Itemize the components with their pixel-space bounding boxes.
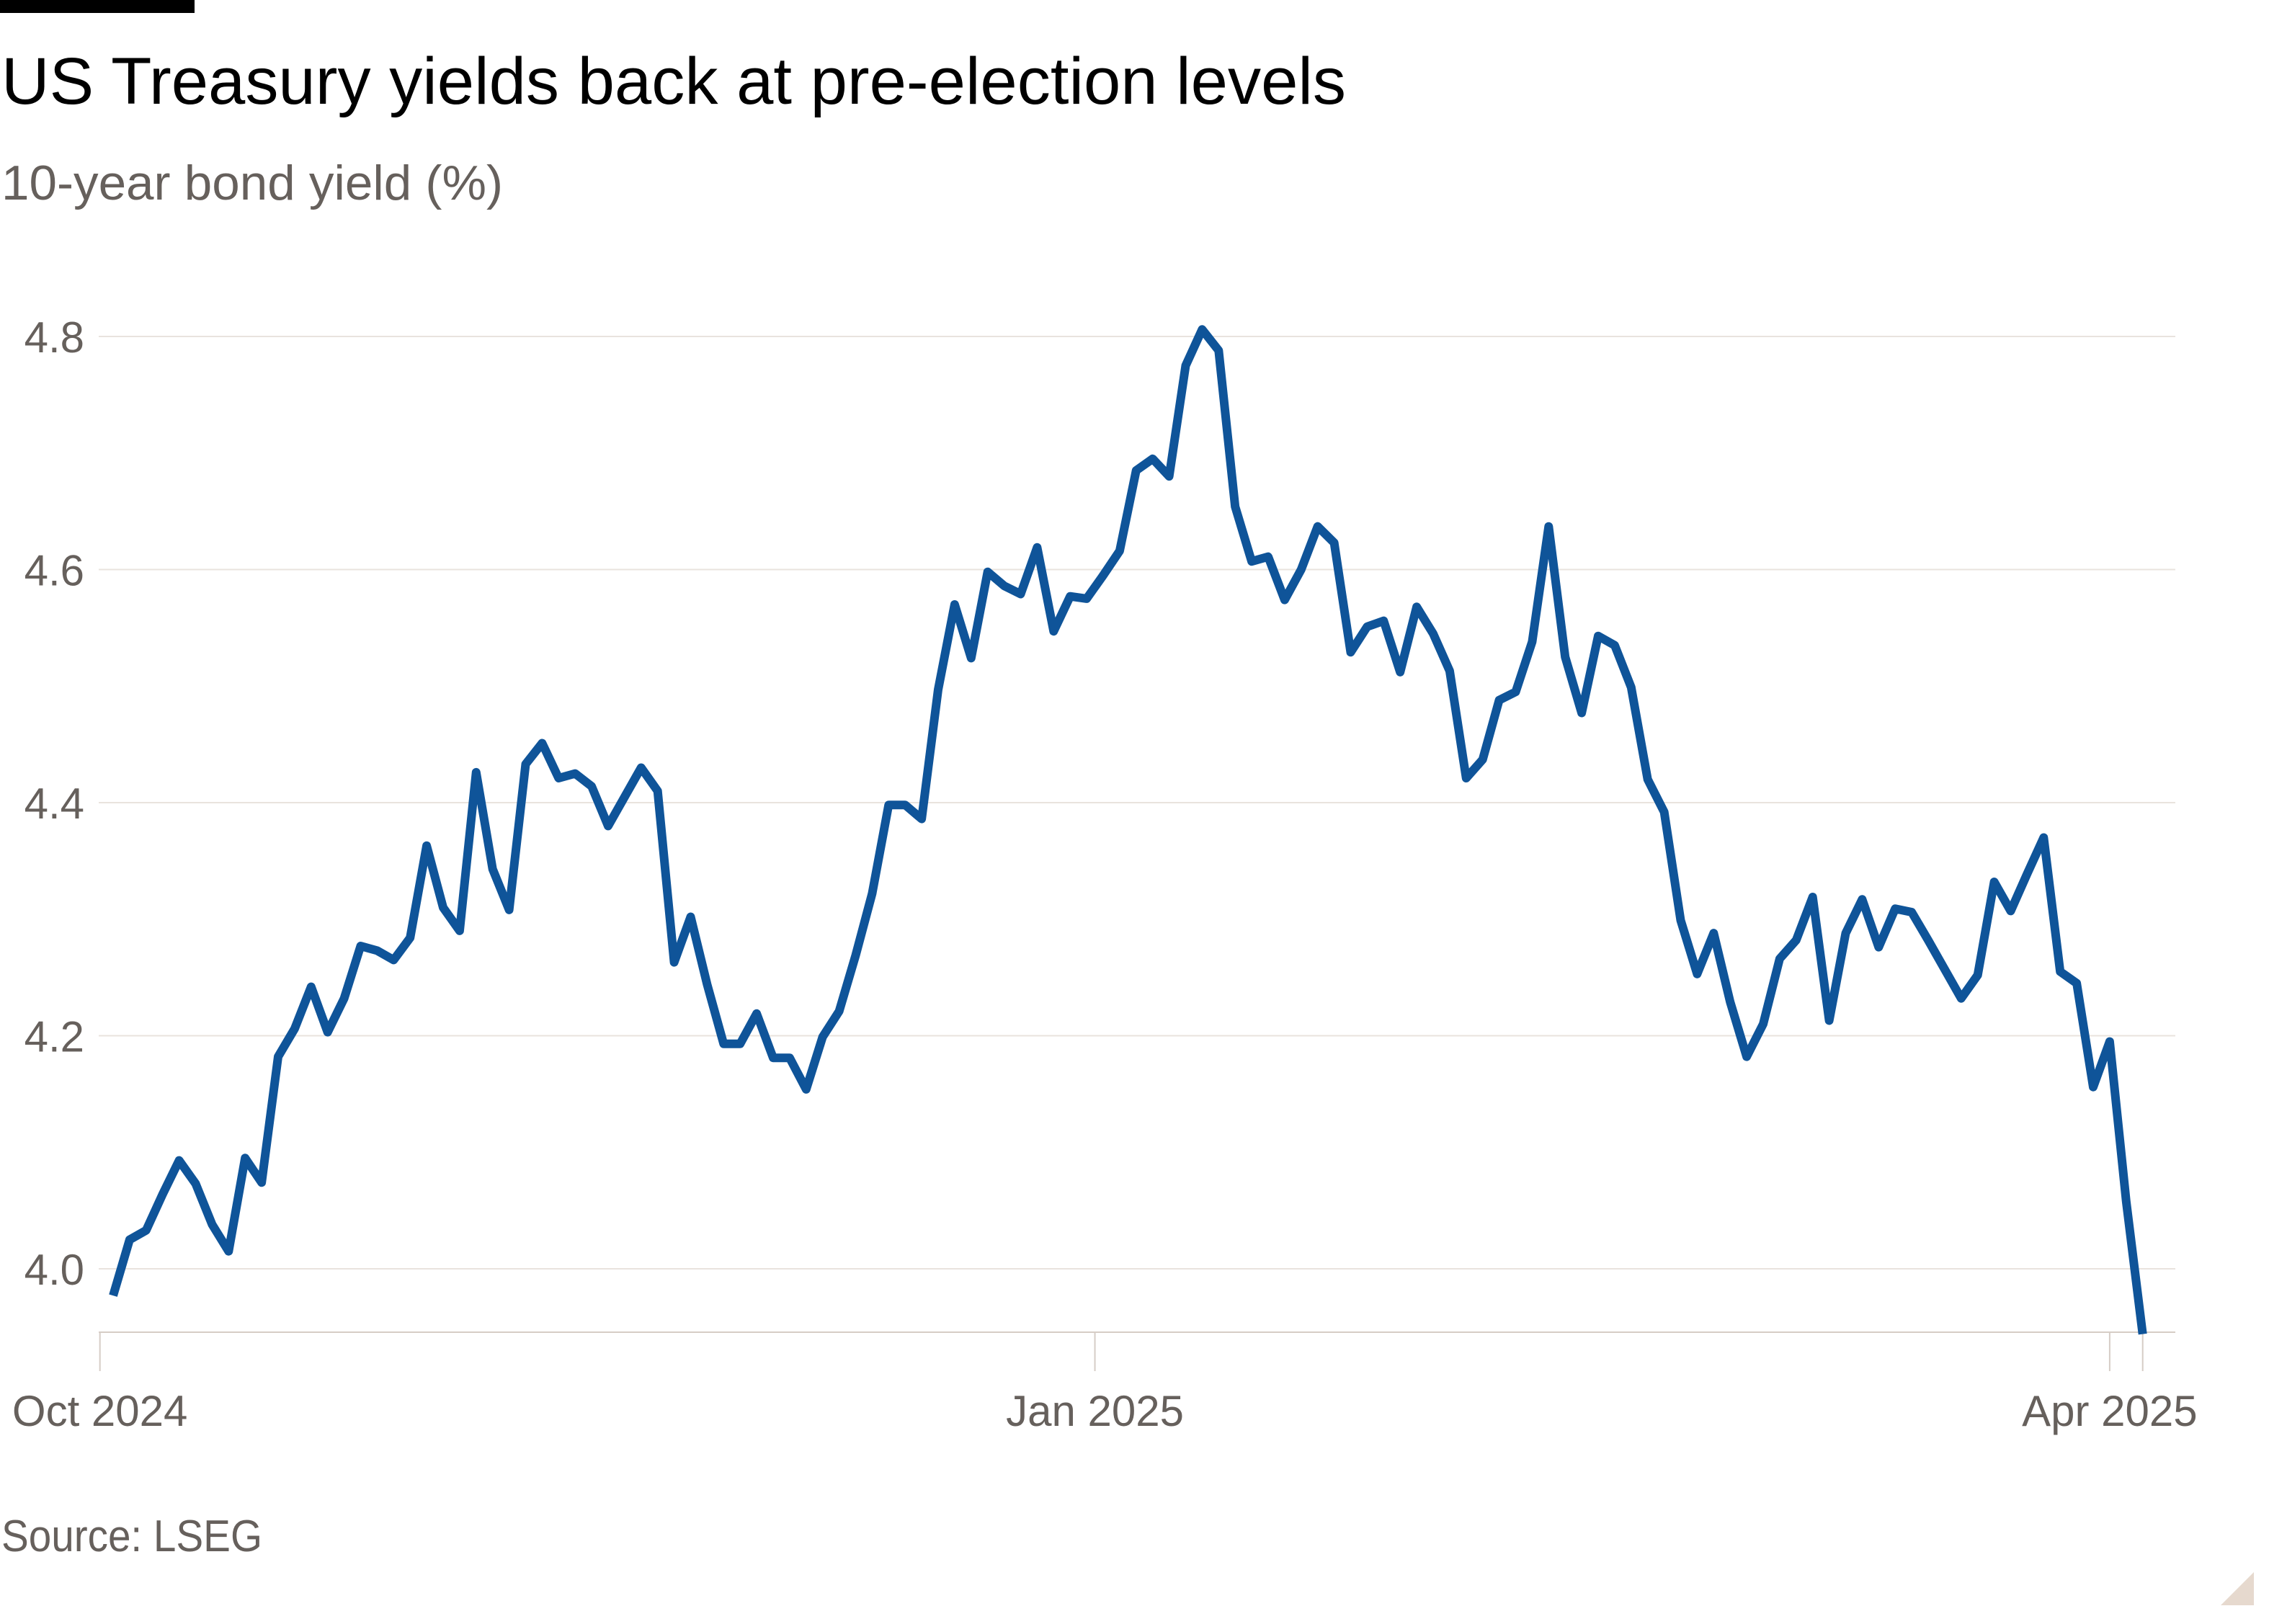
top-brand-bar [0,0,195,13]
y-tick-label: 4.8 [24,313,84,362]
x-tick-label: Jan 2025 [1006,1387,1184,1435]
y-tick-label: 4.2 [24,1013,84,1061]
source-note: Source: LSEG [1,1512,262,1561]
yield-line [109,325,2147,1335]
y-tick-label: 4.0 [24,1246,84,1294]
y-tick-label: 4.6 [24,547,84,595]
corner-fold-icon [2221,1572,2254,1605]
y-axis-labels: 4.8 4.6 4.4 4.2 4.0 [24,313,84,1294]
chart-title: US Treasury yields back at pre-election … [1,45,1346,118]
x-axis: Oct 2024 Jan 2025 Apr 2025 [12,1331,2198,1435]
chart-subtitle: 10-year bond yield (%) [1,156,503,210]
x-tick-label: Oct 2024 [12,1387,188,1435]
y-tick-label: 4.4 [24,780,84,828]
x-tick-label: Apr 2025 [2022,1387,2198,1435]
gridlines [99,336,2175,1270]
